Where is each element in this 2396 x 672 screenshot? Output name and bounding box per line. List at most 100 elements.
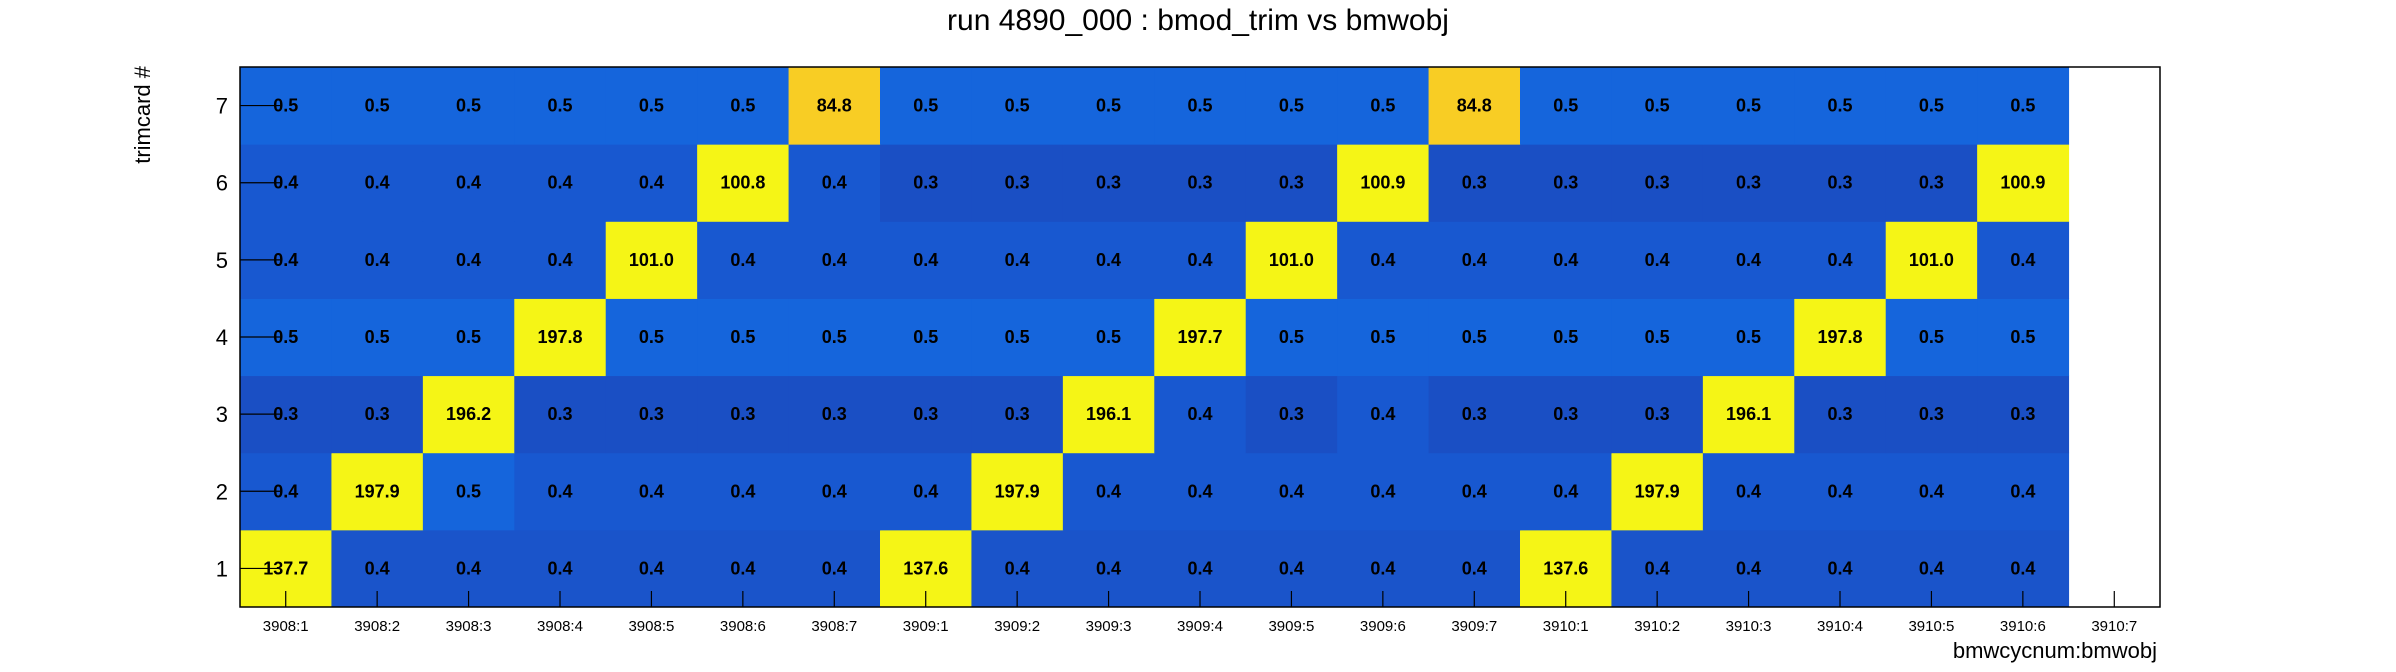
- heatmap-cell: [605, 452, 698, 531]
- cell-value-label: 0.5: [730, 96, 755, 116]
- cell-value-label: 0.4: [273, 481, 298, 501]
- heatmap-cell: [1428, 144, 1521, 222]
- y-axis-label: trimcard #: [130, 65, 155, 164]
- cell-value-label: 0.3: [639, 404, 664, 424]
- cell-value-label: 0.5: [1279, 327, 1304, 347]
- y-tick-label: 3: [216, 402, 228, 427]
- heatmap-cell: [1062, 375, 1155, 454]
- heatmap-cell: [1702, 298, 1795, 377]
- heatmap-cell: [971, 375, 1064, 454]
- heatmap-cell: [1520, 144, 1612, 222]
- heatmap-cell: [1702, 375, 1795, 454]
- heatmap-cell: [971, 67, 1064, 145]
- heatmap-cell: [971, 298, 1064, 377]
- heatmap-cell: [605, 221, 698, 299]
- cell-value-label: 0.4: [1187, 404, 1212, 424]
- heatmap-cell: [880, 298, 972, 377]
- heatmap-cell: [514, 298, 607, 377]
- heatmap-cell: [1794, 452, 1887, 531]
- heatmap-cell: [1245, 144, 1338, 222]
- cell-value-label: 0.5: [639, 327, 664, 347]
- cell-value-label: 0.5: [1736, 327, 1761, 347]
- heatmap-cells: [240, 67, 2070, 608]
- cell-value-label: 0.4: [1370, 250, 1395, 270]
- heatmap-cell: [1245, 221, 1338, 299]
- cell-value-label: 101.0: [1269, 250, 1314, 270]
- cell-value-label: 0.3: [1827, 173, 1852, 193]
- cell-value-label: 0.5: [1736, 96, 1761, 116]
- heatmap-cell: [1520, 298, 1612, 377]
- cell-value-label: 0.5: [2010, 96, 2035, 116]
- cell-value-label: 0.4: [1645, 558, 1670, 578]
- heatmap-cell: [1062, 67, 1155, 145]
- cell-value-label: 0.5: [639, 96, 664, 116]
- cell-value-label: 0.4: [273, 250, 298, 270]
- cell-value-label: 0.4: [822, 173, 847, 193]
- cell-value-label: 196.2: [446, 404, 491, 424]
- cell-value-label: 0.3: [1187, 173, 1212, 193]
- cell-value-label: 0.4: [2010, 558, 2035, 578]
- heatmap-cell: [880, 67, 972, 145]
- heatmap-cell: [1428, 298, 1521, 377]
- heatmap-cell: [1520, 452, 1612, 531]
- heatmap-cell: [697, 221, 790, 299]
- x-axis-ticks: 3908:1 3908:2 3908:3 3908:4 3908:5 3908:6 3908…: [263, 591, 2137, 635]
- cell-value-label: 0.4: [547, 558, 572, 578]
- heatmap-cell: [331, 144, 424, 222]
- heatmap-cell: [788, 221, 881, 299]
- heatmap-cell: [1702, 452, 1795, 531]
- cell-value-label: 0.4: [1736, 558, 1761, 578]
- heatmap-cell-labels: 137.7 0.4 0.4 0.4 0.4 0.4 0.4 137.6 0.4 0.4 0.4 0.4…: [263, 96, 2045, 579]
- cell-value-label: 0.4: [913, 250, 938, 270]
- y-tick-label: 6: [216, 171, 228, 196]
- x-tick-label: 3910:3: [1726, 618, 1772, 635]
- heatmap-cell: [1520, 375, 1612, 454]
- cell-value-label: 137.6: [903, 558, 948, 578]
- cell-value-label: 0.4: [1553, 481, 1578, 501]
- cell-value-label: 0.4: [1919, 481, 1944, 501]
- cell-value-label: 0.5: [1553, 327, 1578, 347]
- heatmap-cell: [514, 144, 607, 222]
- cell-value-label: 0.4: [730, 558, 755, 578]
- heatmap-cell: [514, 67, 607, 145]
- heatmap-cell: [788, 452, 881, 531]
- cell-value-label: 0.5: [456, 481, 481, 501]
- cell-value-label: 197.8: [1817, 327, 1862, 347]
- cell-value-label: 0.5: [547, 96, 572, 116]
- cell-value-label: 0.4: [639, 173, 664, 193]
- cell-value-label: 0.5: [1919, 327, 1944, 347]
- heatmap-cell: [788, 375, 881, 454]
- cell-value-label: 0.4: [1827, 250, 1852, 270]
- cell-value-label: 0.4: [1096, 250, 1121, 270]
- heatmap-cell: [331, 67, 424, 145]
- cell-value-label: 137.6: [1543, 558, 1588, 578]
- heatmap-cell: [514, 221, 607, 299]
- cell-value-label: 0.3: [365, 404, 390, 424]
- heatmap-cell: [788, 67, 881, 145]
- heatmap-cell: [1154, 144, 1247, 222]
- cell-value-label: 0.4: [1096, 558, 1121, 578]
- heatmap-cell: [1977, 375, 2070, 454]
- x-tick-label: 3910:5: [1908, 618, 1954, 635]
- heatmap-cell: [697, 452, 790, 531]
- heatmap-cell: [1337, 67, 1430, 145]
- cell-value-label: 0.4: [273, 173, 298, 193]
- cell-value-label: 0.4: [1919, 558, 1944, 578]
- cell-value-label: 0.5: [913, 327, 938, 347]
- cell-value-label: 0.4: [639, 558, 664, 578]
- y-tick-label: 7: [216, 94, 228, 119]
- heatmap-cell: [1062, 298, 1155, 377]
- x-axis-label: bmwcycnum:bmwobj: [1953, 638, 2157, 663]
- cell-value-label: 84.8: [817, 96, 852, 116]
- cell-value-label: 84.8: [1457, 96, 1492, 116]
- heatmap-cell: [1611, 375, 1704, 454]
- heatmap-cell: [1885, 144, 1978, 222]
- cell-value-label: 197.8: [537, 327, 582, 347]
- cell-value-label: 0.3: [1736, 173, 1761, 193]
- cell-value-label: 0.5: [1096, 327, 1121, 347]
- cell-value-label: 0.4: [822, 250, 847, 270]
- cell-value-label: 0.4: [547, 173, 572, 193]
- cell-value-label: 0.4: [1736, 250, 1761, 270]
- cell-value-label: 0.3: [730, 404, 755, 424]
- x-tick-label: 3909:2: [994, 618, 1040, 635]
